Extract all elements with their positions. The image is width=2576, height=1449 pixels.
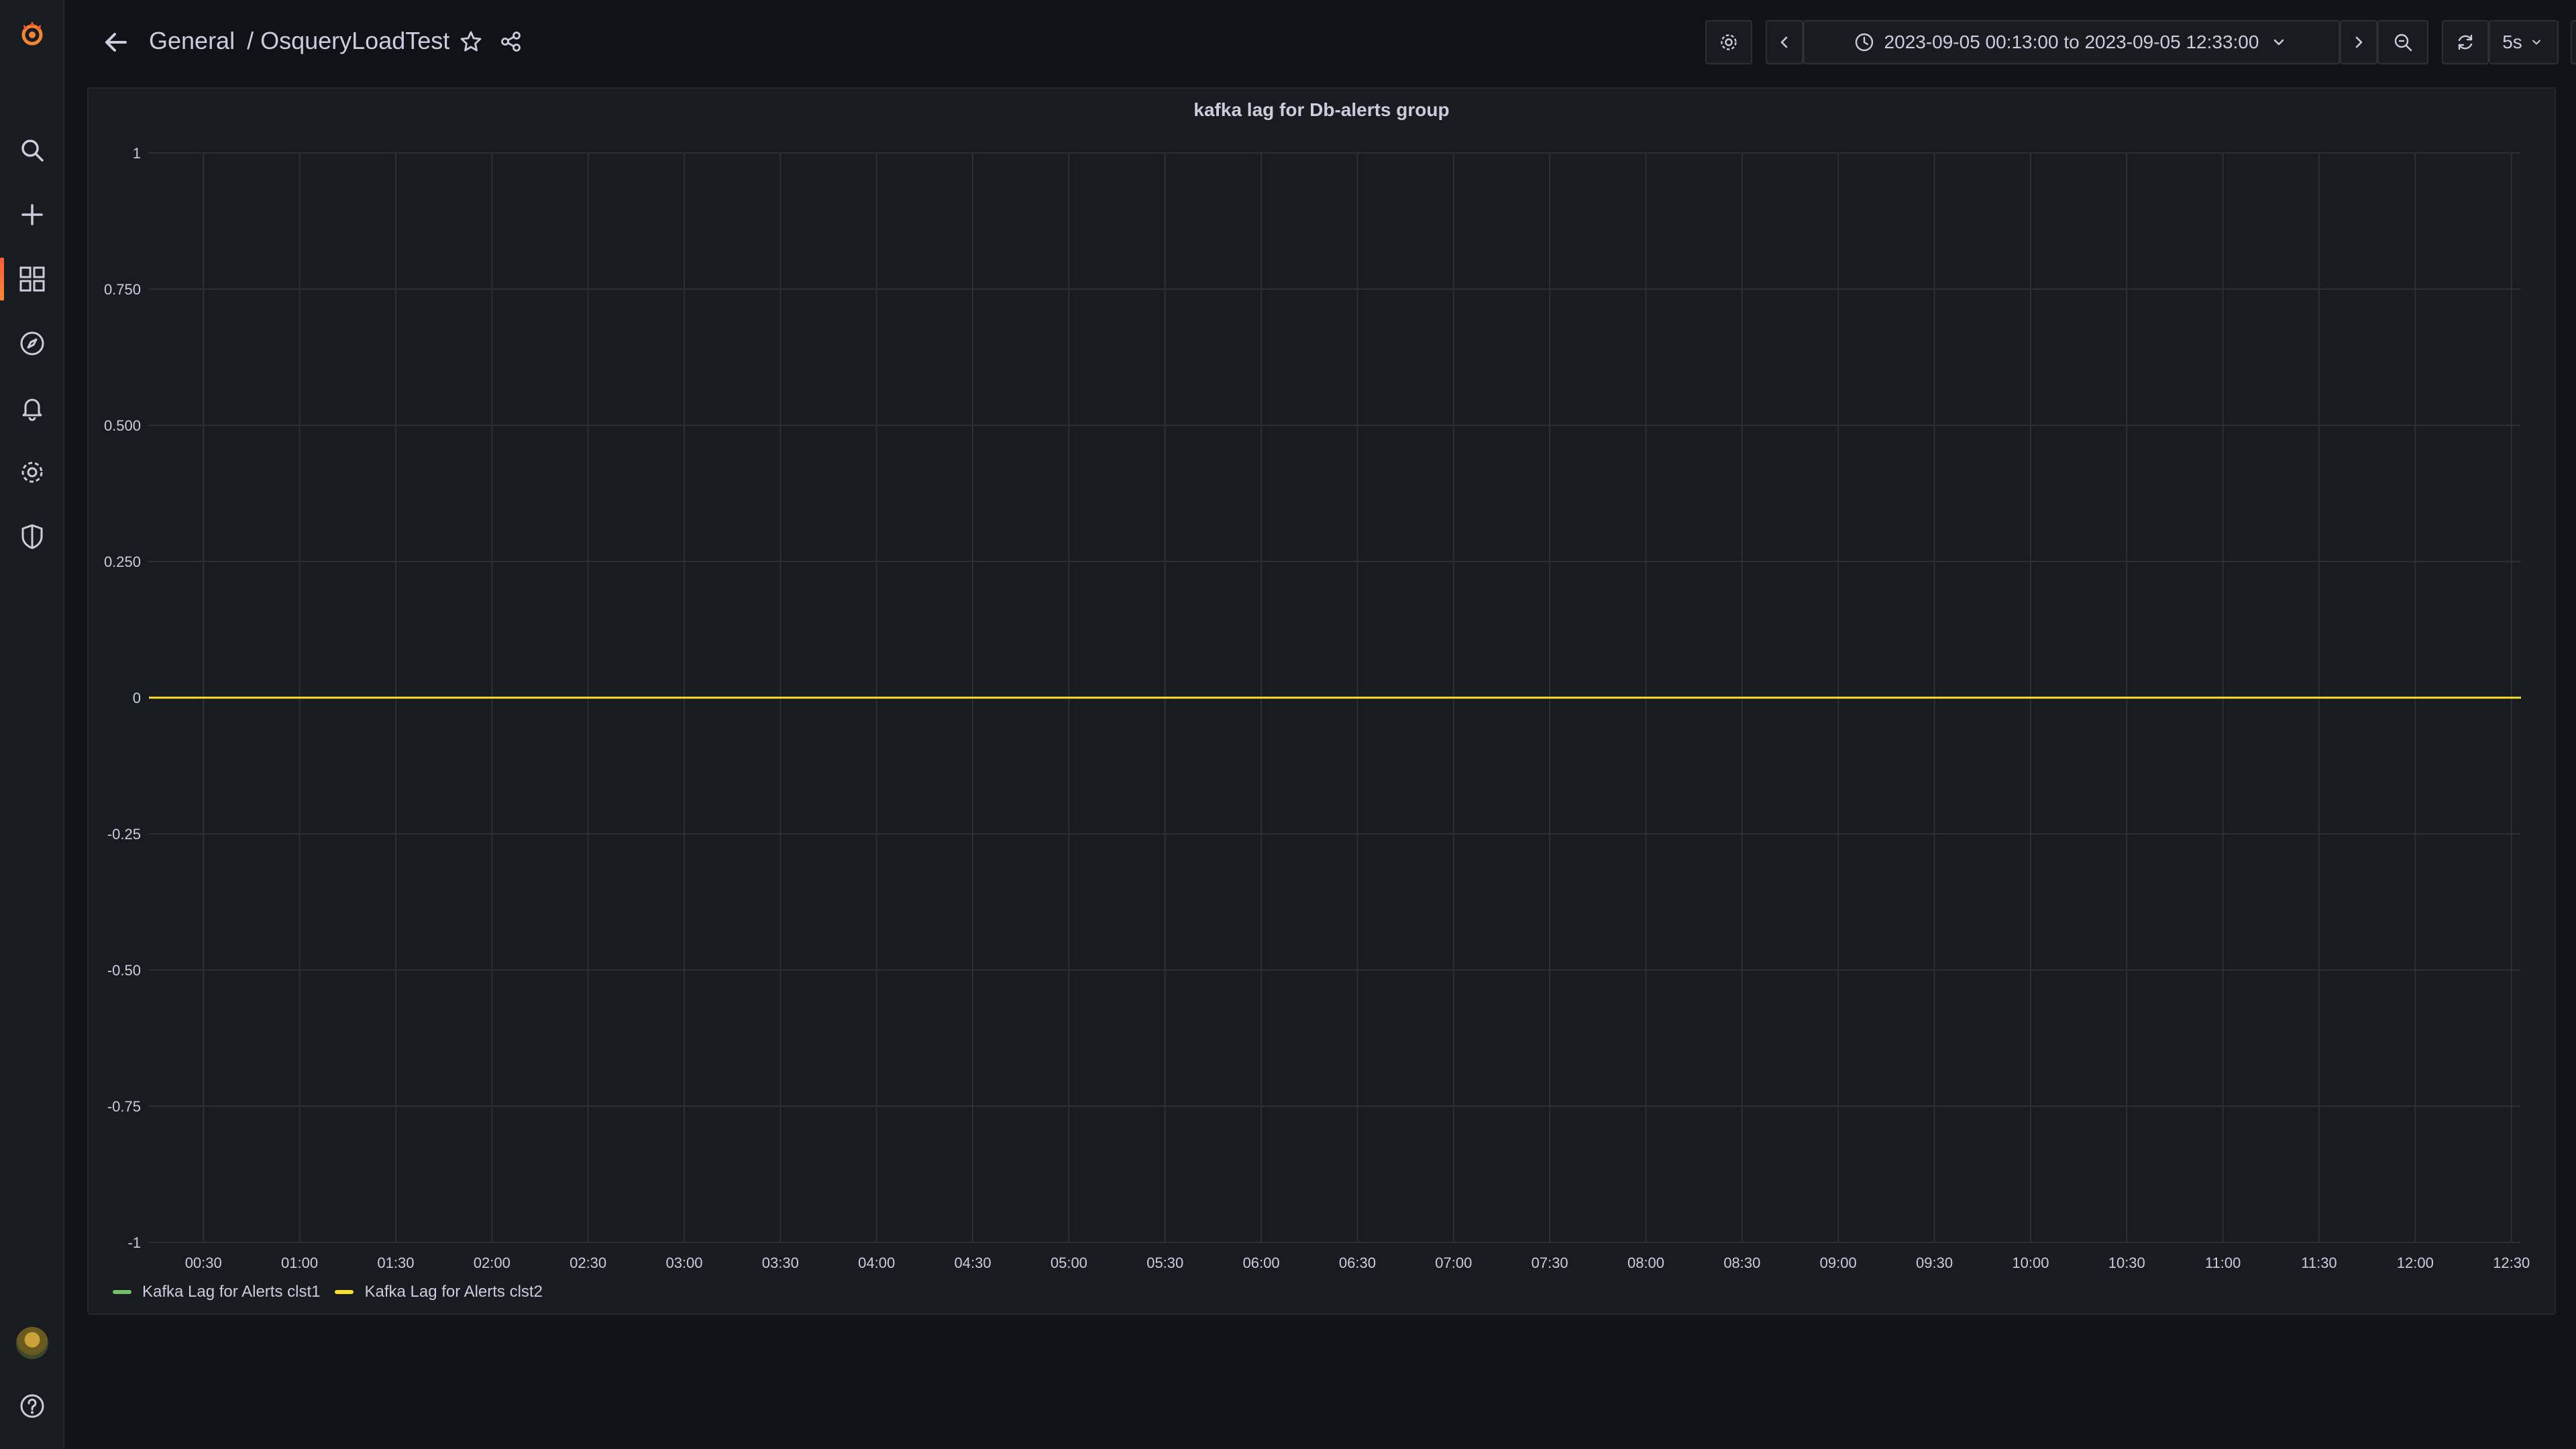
top-navbar: General / OsqueryLoadTest 2023-09-05 00:… (64, 0, 2576, 85)
help-icon (20, 1394, 44, 1418)
x-tick-label: 06:00 (1243, 1254, 1280, 1271)
back-button[interactable] (93, 20, 140, 64)
x-tick-label: 02:30 (570, 1254, 606, 1271)
zoom-out-button[interactable] (2377, 20, 2428, 64)
x-tick-label: 08:00 (1627, 1254, 1664, 1271)
legend-label: Kafka Lag for Alerts clst1 (142, 1283, 321, 1301)
refresh-icon (2458, 34, 2473, 50)
y-tick-label: 0.750 (104, 281, 141, 298)
search-icon (21, 140, 44, 162)
sidebar-item-search[interactable] (0, 123, 64, 177)
sidebar-item-server-admin[interactable] (0, 510, 64, 564)
x-tick-label: 01:00 (281, 1254, 318, 1271)
y-tick-label: -0.75 (107, 1098, 141, 1115)
grafana-logo-icon (21, 21, 43, 46)
chevron-right-icon (2355, 36, 2363, 48)
chevron-left-icon (1780, 36, 1788, 48)
gear-icon (1721, 34, 1737, 50)
x-tick-label: 09:00 (1820, 1254, 1857, 1271)
tv-mode-button[interactable] (2571, 20, 2576, 64)
sidebar-item-dashboards[interactable] (0, 252, 64, 306)
y-tick-label: -1 (127, 1234, 141, 1251)
refresh-interval-picker[interactable]: 5s (2489, 20, 2559, 64)
x-tick-label: 05:00 (1051, 1254, 1087, 1271)
breadcrumb-separator: / (247, 27, 254, 54)
avatar (16, 1327, 48, 1359)
sidebar-item-help[interactable] (0, 1379, 64, 1433)
bell-icon (22, 398, 42, 421)
x-tick-label: 06:30 (1339, 1254, 1376, 1271)
star-button[interactable] (453, 24, 488, 59)
x-tick-label: 12:00 (2397, 1254, 2434, 1271)
x-tick-label: 11:30 (2301, 1254, 2337, 1271)
sidebar (0, 0, 64, 1449)
y-tick-label: -0.25 (107, 826, 141, 843)
refresh-button[interactable] (2442, 20, 2489, 64)
x-tick-label: 01:30 (377, 1254, 414, 1271)
panel-title[interactable]: kafka lag for Db-alerts group (1193, 99, 1450, 120)
x-tick-label: 02:00 (474, 1254, 511, 1271)
time-shift-forward-button[interactable] (2340, 20, 2377, 64)
star-icon (460, 31, 482, 52)
graph-panel[interactable]: kafka lag for Db-alerts group 1 0.750 0.50… (87, 87, 2556, 1315)
x-tick-label: 10:00 (2012, 1254, 2049, 1271)
legend-label: Kafka Lag for Alerts clst2 (364, 1283, 543, 1301)
x-tick-label: 03:30 (762, 1254, 799, 1271)
y-tick-label: 0.250 (104, 553, 141, 570)
dashboards-grid-icon (19, 266, 45, 292)
time-shift-back-button[interactable] (1766, 20, 1803, 64)
x-tick-label: 11:00 (2205, 1254, 2241, 1271)
x-tick-label: 04:00 (858, 1254, 895, 1271)
breadcrumb: General / OsqueryLoadTest (149, 27, 449, 55)
time-range-label: 2023-09-05 00:13:00 to 2023-09-05 12:33:… (1884, 32, 2259, 52)
sidebar-item-profile[interactable] (0, 1316, 64, 1370)
time-range-picker[interactable]: 2023-09-05 00:13:00 to 2023-09-05 12:33:… (1803, 20, 2340, 64)
grafana-logo[interactable] (0, 7, 64, 60)
sidebar-item-create[interactable] (0, 188, 64, 241)
chart-legend: Kafka Lag for Alerts clst1 Kafka Lag for … (113, 1283, 543, 1301)
x-tick-label: 10:30 (2108, 1254, 2145, 1271)
legend-swatch (113, 1290, 131, 1294)
share-icon (501, 32, 521, 52)
y-tick-label: 0 (133, 690, 141, 706)
chevron-down-icon (2274, 39, 2284, 46)
x-tick-label: 03:00 (665, 1254, 702, 1271)
x-tick-label: 00:30 (185, 1254, 222, 1271)
plus-icon (21, 204, 43, 225)
clock-icon (1855, 33, 1873, 52)
breadcrumb-dashboard-title: OsqueryLoadTest (260, 27, 450, 54)
x-tick-label: 05:30 (1146, 1254, 1183, 1271)
shield-icon (21, 524, 43, 549)
legend-swatch (335, 1290, 354, 1294)
y-tick-label: 0.500 (104, 417, 141, 434)
x-tick-label: 07:30 (1532, 1254, 1568, 1271)
x-tick-label: 04:30 (955, 1254, 991, 1271)
breadcrumb-dashboard[interactable]: / OsqueryLoadTest (247, 27, 449, 55)
refresh-interval-label: 5s (2502, 32, 2522, 52)
chart-plot-area[interactable]: 1 0.750 0.500 0.250 0 -0.25 -0.50 -0.75 -1 00:30 0… (89, 89, 2557, 1316)
y-tick-label: 1 (133, 145, 141, 162)
legend-item[interactable]: Kafka Lag for Alerts clst1 (113, 1283, 320, 1301)
sidebar-item-explore[interactable] (0, 317, 64, 370)
zoom-out-icon (2394, 34, 2412, 52)
breadcrumb-folder[interactable]: General (149, 27, 235, 54)
x-tick-label: 09:30 (1916, 1254, 1953, 1271)
x-tick-label: 08:30 (1723, 1254, 1760, 1271)
share-button[interactable] (494, 24, 529, 59)
x-tick-label: 12:30 (2493, 1254, 2530, 1271)
arrow-left-icon (105, 33, 127, 52)
y-tick-label: -0.50 (107, 962, 141, 979)
sidebar-item-configuration[interactable] (0, 445, 64, 499)
sidebar-item-alerting[interactable] (0, 381, 64, 435)
chevron-down-icon (2532, 40, 2540, 45)
dashboard-settings-button[interactable] (1705, 20, 1752, 64)
compass-icon (20, 331, 44, 356)
legend-item[interactable]: Kafka Lag for Alerts clst2 (335, 1283, 543, 1301)
x-tick-label: 07:00 (1435, 1254, 1472, 1271)
gear-icon (21, 462, 43, 483)
